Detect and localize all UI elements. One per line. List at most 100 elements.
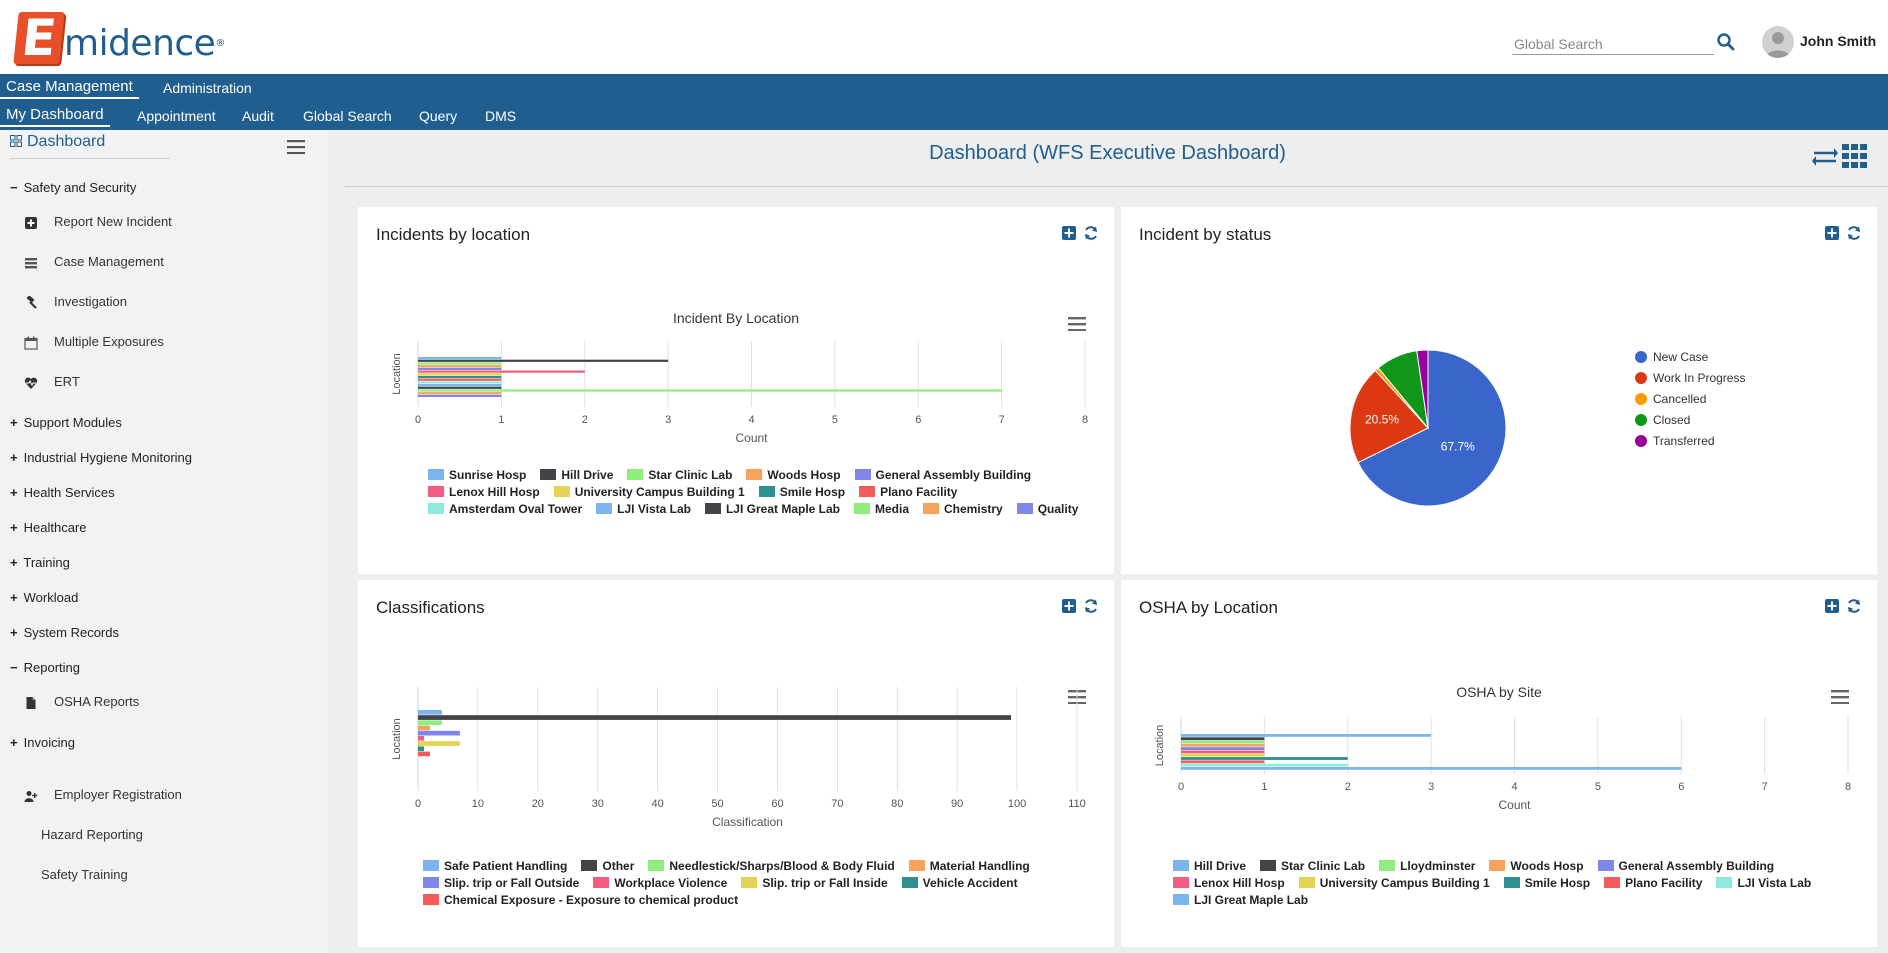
nav-case-management[interactable]: Case Management <box>0 78 139 99</box>
sidebar-section-invoicing[interactable]: + Invoicing <box>10 735 75 750</box>
legend-item-chemistry[interactable]: Chemistry <box>923 501 1003 518</box>
legend-item-other[interactable]: Other <box>581 858 634 875</box>
legend-item-lji-great-maple-lab[interactable]: LJI Great Maple Lab <box>1173 892 1308 909</box>
legend-item-star-clinic-lab[interactable]: Star Clinic Lab <box>627 467 732 484</box>
legend-label: Material Handling <box>929 859 1030 873</box>
sidebar-section-workload[interactable]: + Workload <box>10 590 78 605</box>
tab-dms[interactable]: DMS <box>485 108 517 124</box>
tab-audit[interactable]: Audit <box>242 108 274 124</box>
expand-panel-icon[interactable] <box>1061 598 1077 614</box>
expand-panel-icon[interactable] <box>1824 225 1840 241</box>
tab-global-search[interactable]: Global Search <box>303 108 392 124</box>
grid-view-icon[interactable] <box>1842 144 1868 168</box>
chart-menu-icon[interactable] <box>1068 317 1086 331</box>
heartbeat-icon <box>24 377 38 389</box>
refresh-icon[interactable] <box>1846 225 1862 241</box>
legend-item-star-clinic-lab[interactable]: Star Clinic Lab <box>1260 858 1365 875</box>
tab-my-dashboard[interactable]: My Dashboard <box>0 106 110 127</box>
legend-item-university-campus-building-1[interactable]: University Campus Building 1 <box>553 484 745 501</box>
legend-item-hill-drive[interactable]: Hill Drive <box>1173 858 1246 875</box>
legend-item-hill-drive[interactable]: Hill Drive <box>540 467 613 484</box>
bar-smile-hosp <box>418 375 502 379</box>
bar-slip-trip-or-fall-outside <box>418 730 460 736</box>
legend-item-university-campus-building-1[interactable]: University Campus Building 1 <box>1298 875 1490 892</box>
avatar[interactable] <box>1762 26 1794 58</box>
tab-query[interactable]: Query <box>419 108 458 124</box>
sidebar-section-support-modules[interactable]: + Support Modules <box>10 415 122 430</box>
nav-administration[interactable]: Administration <box>163 80 252 96</box>
sidebar-section-safety-and-security[interactable]: − Safety and Security <box>10 180 136 195</box>
legend-item-lenox-hill-hosp[interactable]: Lenox Hill Hosp <box>428 484 540 501</box>
sidebar-section-healthcare[interactable]: + Healthcare <box>10 520 87 535</box>
legend-item-lji-vista-lab[interactable]: LJI Vista Lab <box>1716 875 1811 892</box>
sidebar-item-osha-reports[interactable]: OSHA Reports <box>24 694 139 710</box>
sidebar-section-training[interactable]: + Training <box>10 555 70 570</box>
legend-label: Lloydminster <box>1400 859 1476 873</box>
legend-marker-closed <box>1635 414 1647 426</box>
legend-item-media[interactable]: Media <box>854 501 909 518</box>
sidebar-item-hazard-reporting[interactable]: Hazard Reporting <box>41 827 143 842</box>
menu-toggle-icon[interactable] <box>287 140 305 154</box>
swap-layout-icon[interactable] <box>1812 146 1838 168</box>
expand-panel-icon[interactable] <box>1061 225 1077 241</box>
sidebar-section-health-services[interactable]: + Health Services <box>10 485 115 500</box>
legend-item-lloydminster[interactable]: Lloydminster <box>1379 858 1475 875</box>
sidebar-item-ert[interactable]: ERT <box>24 374 80 390</box>
sidebar-item-multiple-exposures[interactable]: Multiple Exposures <box>24 334 164 350</box>
legend-swatch <box>1716 877 1733 888</box>
legend-item-slip-trip-or-fall-inside[interactable]: Slip. trip or Fall Inside <box>741 875 888 892</box>
sidebar-item-investigation[interactable]: Investigation <box>24 294 127 310</box>
y-axis-label: Location <box>391 353 403 395</box>
legend-label: Smile Hosp <box>779 485 846 499</box>
legend-item-lji-great-maple-lab[interactable]: LJI Great Maple Lab <box>704 501 840 518</box>
legend-item-amsterdam-oval-tower[interactable]: Amsterdam Oval Tower <box>428 501 582 518</box>
legend-item-quality[interactable]: Quality <box>1016 501 1078 518</box>
legend-item-plano-facility[interactable]: Plano Facility <box>859 484 957 501</box>
legend-item-safe-patient-handling[interactable]: Safe Patient Handling <box>423 858 567 875</box>
refresh-icon[interactable] <box>1083 225 1099 241</box>
dashboard-icon <box>10 135 22 147</box>
emidence-logo[interactable]: E midence® <box>13 9 225 67</box>
legend-item-vehicle-accident[interactable]: Vehicle Accident <box>901 875 1018 892</box>
legend-item-chemical-exposure-exposure-to-chemical-product[interactable]: Chemical Exposure - Exposure to chemical… <box>423 892 738 909</box>
tab-appointment[interactable]: Appointment <box>137 108 216 124</box>
refresh-icon[interactable] <box>1846 598 1862 614</box>
legend-item-plano-facility[interactable]: Plano Facility <box>1604 875 1702 892</box>
legend-item-smile-hosp[interactable]: Smile Hosp <box>1503 875 1590 892</box>
expand-panel-icon[interactable] <box>1824 598 1840 614</box>
x-tick-label: 2 <box>1345 781 1351 793</box>
sidebar-section-system-records[interactable]: + System Records <box>10 625 119 640</box>
legend-item-material-handling[interactable]: Material Handling <box>908 858 1030 875</box>
legend-item-lji-vista-lab[interactable]: LJI Vista Lab <box>596 501 691 518</box>
legend-item-slip-trip-or-fall-outside[interactable]: Slip. trip or Fall Outside <box>423 875 579 892</box>
legend-item-woods-hosp[interactable]: Woods Hosp <box>1489 858 1584 875</box>
user-name[interactable]: John Smith <box>1800 33 1877 49</box>
chart-menu-icon[interactable] <box>1831 690 1849 704</box>
section-label: Industrial Hygiene Monitoring <box>23 450 192 465</box>
global-search-input[interactable] <box>1512 34 1714 55</box>
legend-swatch <box>1503 877 1520 888</box>
legend-item-smile-hosp[interactable]: Smile Hosp <box>758 484 846 501</box>
sidebar-section-industrial-hygiene-monitoring[interactable]: + Industrial Hygiene Monitoring <box>10 450 192 465</box>
legend-item-general-assembly-building[interactable]: General Assembly Building <box>1597 858 1774 875</box>
legend-item-needlestick-sharps-blood-body-fluid[interactable]: Needlestick/Sharps/Blood & Body Fluid <box>648 858 895 875</box>
sidebar-item-employer-registration[interactable]: Employer Registration <box>24 787 182 803</box>
legend-item-woods-hosp[interactable]: Woods Hosp <box>746 467 841 484</box>
legend-item-general-assembly-building[interactable]: General Assembly Building <box>854 467 1031 484</box>
sidebar-section-reporting[interactable]: − Reporting <box>10 660 80 675</box>
legend-label: Media <box>875 502 910 516</box>
legend-item-workplace-violence[interactable]: Workplace Violence <box>593 875 727 892</box>
legend-label: University Campus Building 1 <box>574 485 745 499</box>
legend-item-lenox-hill-hosp[interactable]: Lenox Hill Hosp <box>1173 875 1285 892</box>
legend-swatch <box>1173 877 1189 888</box>
search-icon[interactable] <box>1716 32 1736 52</box>
panel-osha-by-location: OSHA by Location OSHA by Site 0 1 2 3 4 5 6 7 8 C… <box>1121 580 1877 947</box>
sidebar-item-case-management[interactable]: Case Management <box>24 254 164 270</box>
sidebar-title[interactable]: Dashboard <box>27 133 106 150</box>
legend-item-sunrise-hosp[interactable]: Sunrise Hosp <box>428 467 526 484</box>
expand-icon: + <box>10 555 18 570</box>
refresh-icon[interactable] <box>1083 598 1099 614</box>
sidebar-item-safety-training[interactable]: Safety Training <box>41 867 128 882</box>
legend-swatch <box>627 469 644 480</box>
sidebar-item-report-new-incident[interactable]: Report New Incident <box>24 214 172 230</box>
